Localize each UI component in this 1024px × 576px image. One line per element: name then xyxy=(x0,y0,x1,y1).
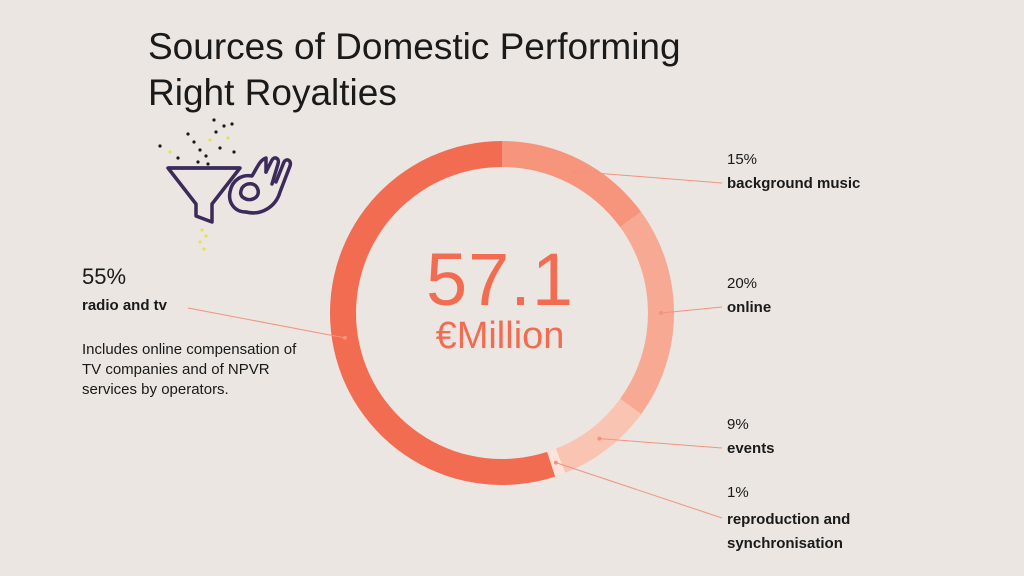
funnel-hand-illustration xyxy=(158,118,293,251)
leader-dot-background-music xyxy=(572,169,577,174)
leader-dot-reproduction xyxy=(553,460,558,465)
total-value: 57.1 xyxy=(425,238,575,321)
donut-slice-events xyxy=(555,398,642,473)
leader-line-reproduction xyxy=(555,462,723,519)
slice-percent-reproduction: 1% xyxy=(727,484,749,501)
slice-percent-events: 9% xyxy=(727,416,749,433)
slice-percent-radio-tv: 55% xyxy=(82,264,127,289)
chart-title: Sources of Domestic Performing Right Roy… xyxy=(148,26,681,113)
slice-label-reproduction: reproduction and synchronisation xyxy=(727,511,851,552)
leader-dot-online xyxy=(659,311,663,315)
leader-dot-events xyxy=(597,436,602,441)
donut-slice-background-music xyxy=(502,141,642,228)
total-unit: €Million xyxy=(435,315,565,357)
slice-label-background-music: background music xyxy=(727,175,861,192)
slice-percent-background-music: 15% xyxy=(727,151,758,168)
funnel-icon xyxy=(166,166,242,224)
slice-percent-online: 20% xyxy=(727,275,758,292)
slice-label-events: events xyxy=(727,440,775,457)
donut-slice-online xyxy=(620,211,674,415)
leader-line-online xyxy=(660,306,723,314)
slice-label-online: online xyxy=(727,299,772,316)
leader-dot-radio-tv xyxy=(342,335,347,340)
leader-line-background-music xyxy=(574,170,723,184)
leader-line-events xyxy=(599,438,723,449)
slice-label-radio-tv: radio and tv xyxy=(82,297,168,314)
ok-hand-icon xyxy=(227,156,293,215)
radio-tv-note: Includes online compensation of TV compa… xyxy=(82,341,297,398)
leader-line-radio-tv xyxy=(187,307,346,339)
falling-dots-icon xyxy=(158,118,236,166)
leader-lines xyxy=(187,169,723,519)
funnel-drops-icon xyxy=(198,228,208,251)
